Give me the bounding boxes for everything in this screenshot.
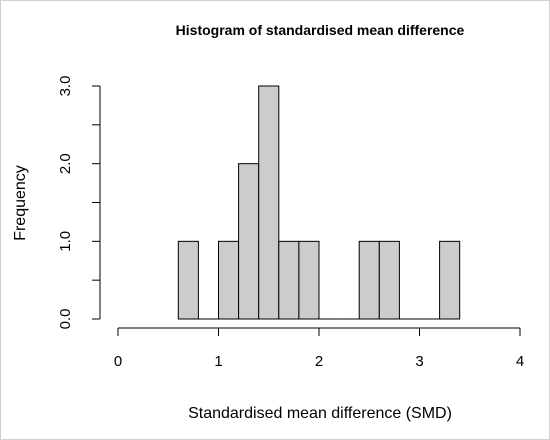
y-tick-label: 0.0 bbox=[57, 309, 74, 330]
x-axis: 0 1 2 3 4 bbox=[114, 327, 524, 370]
histogram-bar bbox=[218, 240, 240, 320]
histogram-bar bbox=[298, 240, 320, 320]
histogram-bars bbox=[177, 85, 461, 320]
y-axis-label: Frequency bbox=[12, 165, 29, 241]
histogram-bar bbox=[238, 163, 260, 320]
y-tick-label: 3.0 bbox=[57, 76, 74, 97]
x-tick-label: 3 bbox=[415, 353, 423, 370]
histogram-bar bbox=[439, 240, 461, 320]
x-tick-label: 1 bbox=[214, 353, 222, 370]
histogram-bar bbox=[378, 240, 400, 320]
chart-title: Histogram of standardised mean differenc… bbox=[176, 22, 465, 38]
x-axis-label: Standardised mean difference (SMD) bbox=[188, 405, 452, 422]
x-tick-label: 0 bbox=[114, 353, 122, 370]
histogram-bar bbox=[177, 240, 199, 320]
y-tick-label: 1.0 bbox=[57, 231, 74, 252]
histogram-bar bbox=[278, 240, 300, 320]
y-tick-label: 2.0 bbox=[57, 153, 74, 174]
x-tick-label: 4 bbox=[516, 353, 524, 370]
x-tick-label: 2 bbox=[315, 353, 323, 370]
histogram-bar bbox=[358, 240, 380, 320]
y-axis: 0.0 1.0 2.0 3.0 bbox=[57, 76, 101, 330]
histogram-bar bbox=[258, 85, 280, 320]
